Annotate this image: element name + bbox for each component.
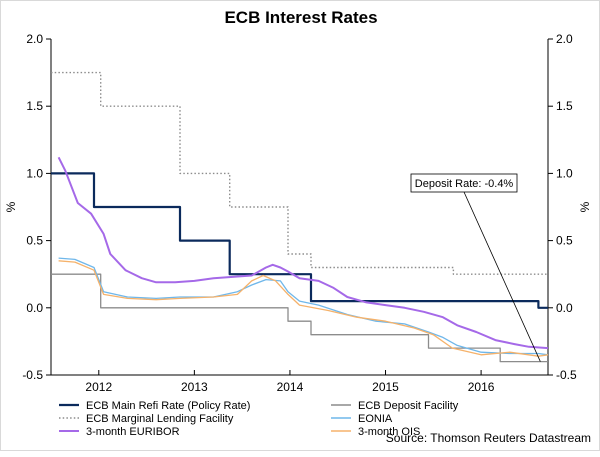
x-tick-label: 2012 xyxy=(85,380,112,394)
y-tick-label-left: 0.5 xyxy=(26,234,43,248)
y-tick-label-left: -0.5 xyxy=(22,368,43,382)
legend-label-ecb-deposit-facility: ECB Deposit Facility xyxy=(358,400,459,412)
series-line-ecb-marginal-lending-facility xyxy=(51,71,548,275)
legend-label-ecb-main-refi-rate-policy-rate: ECB Main Refi Rate (Policy Rate) xyxy=(86,400,250,412)
y-tick-label-right: 1.5 xyxy=(556,99,573,113)
annotation-text: Deposit Rate: -0.4% xyxy=(415,178,514,190)
y-tick-label-right: 0.5 xyxy=(556,234,573,248)
annotation-box xyxy=(410,173,518,193)
y-tick-label-right: -0.5 xyxy=(556,368,577,382)
series-line-ecb-main-refi-rate-policy-rate xyxy=(51,172,548,309)
x-tick-label: 2016 xyxy=(468,380,495,394)
x-tick-label: 2015 xyxy=(372,380,399,394)
y-axis-label-left: % xyxy=(4,201,18,212)
tick-layer: 2.0 2.0 1.5 1.5 1.0 1.0 0.5 0.5 0.0 0.0 -0.5 -0.5 20… xyxy=(22,32,577,394)
series-line-eonia xyxy=(58,257,549,356)
source-note: Source: Thomson Reuters Datastream xyxy=(386,431,591,445)
y-tick-label-left: 0.0 xyxy=(26,301,43,315)
x-tick-label: 2014 xyxy=(277,380,304,394)
deposit-rate-annotation: Deposit Rate: -0.4% xyxy=(410,173,541,362)
series-layer xyxy=(51,71,549,363)
legend: ECB Main Refi Rate (Policy Rate) ECB Depo… xyxy=(59,400,459,438)
y-tick-label-right: 0.0 xyxy=(556,301,573,315)
y-axis-label-right: % xyxy=(578,201,592,212)
series-line-ecb-deposit-facility xyxy=(51,273,548,363)
legend-label-eonia: EONIA xyxy=(358,413,393,425)
axes xyxy=(50,39,549,376)
y-tick-label-left: 1.5 xyxy=(26,99,43,113)
y-tick-label-left: 1.0 xyxy=(26,166,43,180)
chart-title: ECB Interest Rates xyxy=(224,8,377,27)
legend-label-3-month-euribor: 3-month EURIBOR xyxy=(86,426,180,438)
series-line-3-month-ois xyxy=(58,260,549,357)
legend-label-3-month-ois: 3-month OIS xyxy=(358,426,420,438)
y-tick-label-right: 1.0 xyxy=(556,166,573,180)
y-tick-label-left: 2.0 xyxy=(26,32,43,46)
series-line-3-month-euribor xyxy=(57,156,549,350)
annotation-leader-line xyxy=(463,191,541,362)
legend-label-ecb-marginal-lending-facility: ECB Marginal Lending Facility xyxy=(86,413,234,425)
y-tick-label-right: 2.0 xyxy=(556,32,573,46)
x-tick-label: 2013 xyxy=(181,380,208,394)
